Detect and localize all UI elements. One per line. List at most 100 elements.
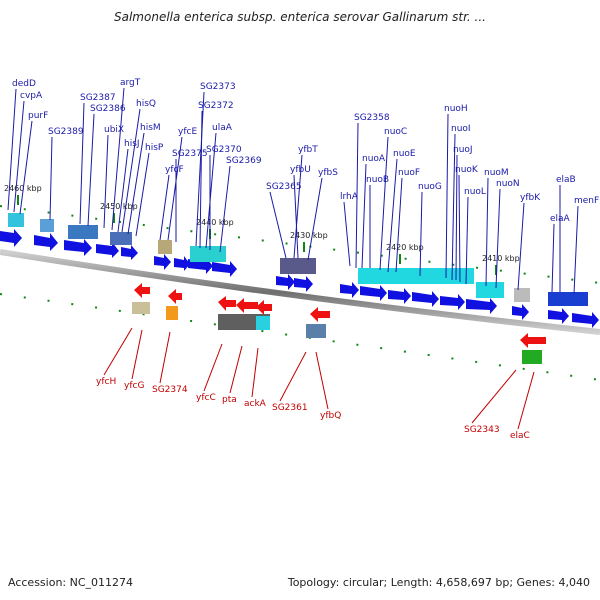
gene-arrow xyxy=(134,283,150,298)
gene-label[interactable]: SG2374 xyxy=(152,385,188,395)
gene-label[interactable]: dedD xyxy=(12,79,36,89)
feature-box xyxy=(306,324,326,338)
gene-label[interactable]: yfbU xyxy=(290,165,311,175)
gene-label[interactable]: nuoM xyxy=(484,168,509,178)
gene-arrow xyxy=(340,282,359,298)
scale-label: 2440 kbp xyxy=(196,218,234,227)
gene-leader-line xyxy=(103,134,109,229)
gene-label[interactable]: cvpA xyxy=(20,91,43,101)
gene-label[interactable]: yfbS xyxy=(318,168,338,178)
gene-label[interactable]: yfbK xyxy=(520,193,541,203)
gene-leader-line xyxy=(355,122,359,269)
gene-label[interactable]: SG2369 xyxy=(226,156,262,166)
gene-label[interactable]: SG2389 xyxy=(48,127,84,137)
gene-label[interactable]: elaA xyxy=(550,214,571,224)
gene-leader-line xyxy=(471,369,517,424)
gene-leader-line xyxy=(395,177,403,273)
gene-label[interactable]: nuoL xyxy=(464,187,486,197)
gene-label[interactable]: menF xyxy=(574,196,599,206)
map-title: Salmonella enterica subsp. enterica sero… xyxy=(114,10,486,24)
gene-label[interactable]: SG2375 xyxy=(172,149,208,159)
gene-label[interactable]: yfcF xyxy=(165,165,184,175)
gene-arrow xyxy=(440,294,465,310)
gene-label[interactable]: SG2343 xyxy=(464,425,500,435)
gene-label[interactable]: SG2370 xyxy=(206,145,242,155)
reverse-genes xyxy=(134,283,546,348)
gene-label[interactable]: nuoG xyxy=(418,182,442,192)
gene-label[interactable]: SG2373 xyxy=(200,82,236,92)
gene-leader-line xyxy=(517,202,525,291)
gene-leader-line xyxy=(131,329,143,380)
gene-label[interactable]: nuoN xyxy=(496,179,520,189)
gene-label[interactable]: hisP xyxy=(145,143,164,153)
gene-label[interactable]: argT xyxy=(120,78,141,88)
gene-leader-line xyxy=(343,201,351,267)
gene-leader-line xyxy=(203,343,223,392)
gene-leader-line xyxy=(205,132,217,249)
gene-label[interactable]: nuoK xyxy=(455,165,479,175)
gene-label[interactable]: SG2361 xyxy=(272,403,308,413)
gene-leader-line xyxy=(495,188,501,289)
gene-label[interactable]: hisM xyxy=(140,123,161,133)
gene-leader-line xyxy=(455,154,458,281)
gene-arrow xyxy=(174,256,190,271)
gene-label[interactable]: nuoH xyxy=(444,104,468,114)
gene-label[interactable]: yfcH xyxy=(96,377,116,387)
gene-arrow xyxy=(388,288,411,304)
gene-arrow xyxy=(310,307,330,322)
gene-leader-line xyxy=(279,351,307,402)
gene-label[interactable]: nuoC xyxy=(384,127,407,137)
feature-box xyxy=(522,350,542,364)
gene-label[interactable]: lrhA xyxy=(340,192,359,202)
gene-leader-line xyxy=(551,223,555,293)
feature-box xyxy=(476,282,504,298)
gene-label[interactable]: SG2386 xyxy=(90,104,126,114)
gene-arrow xyxy=(154,254,171,270)
gene-arrow xyxy=(548,308,569,324)
gene-label[interactable]: nuoJ xyxy=(453,145,473,155)
gene-leader-line xyxy=(445,113,449,279)
gene-label[interactable]: nuoE xyxy=(393,149,416,159)
gene-arrow xyxy=(218,296,236,311)
gene-leader-line xyxy=(199,110,203,249)
genome-backbone xyxy=(0,249,600,335)
gene-leader-line xyxy=(465,196,469,285)
gene-label[interactable]: hisQ xyxy=(136,99,156,109)
forward-features xyxy=(8,213,588,306)
gene-label[interactable]: SG2372 xyxy=(198,101,234,111)
gene-label[interactable]: yfcC xyxy=(196,393,216,403)
gene-label[interactable]: elaC xyxy=(510,431,530,441)
scale-label: 2410 kbp xyxy=(482,254,520,263)
gene-label[interactable]: nuoF xyxy=(398,168,420,178)
accession: Accession: NC_011274 xyxy=(8,576,134,589)
gene-leader-line xyxy=(103,327,133,376)
gene-label[interactable]: SG2365 xyxy=(266,182,302,192)
gene-label[interactable]: yfbQ xyxy=(320,411,341,421)
gene-label[interactable]: nuoA xyxy=(362,154,386,164)
gene-label[interactable]: yfcG xyxy=(124,381,144,391)
gene-leader-line xyxy=(159,174,170,241)
gene-label[interactable]: SG2387 xyxy=(80,93,116,103)
gene-label[interactable]: pta xyxy=(222,395,237,405)
gene-label[interactable]: ubiX xyxy=(104,125,124,135)
gene-label[interactable]: ackA xyxy=(244,399,267,409)
gene-leader-line xyxy=(573,205,579,295)
reverse-features xyxy=(132,302,542,364)
gene-label[interactable]: ulaA xyxy=(212,123,233,133)
gene-label[interactable]: hisJ xyxy=(124,139,140,149)
gene-arrow xyxy=(412,291,439,307)
feature-box xyxy=(158,240,172,254)
gene-leader-line xyxy=(117,148,129,233)
gene-label[interactable]: SG2358 xyxy=(354,113,390,123)
gene-label[interactable]: yfcE xyxy=(178,127,197,137)
gene-label[interactable]: elaB xyxy=(556,175,576,185)
gene-label[interactable]: yfbT xyxy=(298,145,318,155)
gene-label[interactable]: nuoI xyxy=(451,124,471,134)
tick-row-outer-bottom xyxy=(0,293,600,381)
gene-label[interactable]: nuoB xyxy=(366,175,389,185)
gene-leader-line xyxy=(361,163,367,269)
gene-label[interactable]: purF xyxy=(28,111,48,121)
forward-genes xyxy=(0,229,599,328)
gene-leader-line xyxy=(127,132,145,235)
